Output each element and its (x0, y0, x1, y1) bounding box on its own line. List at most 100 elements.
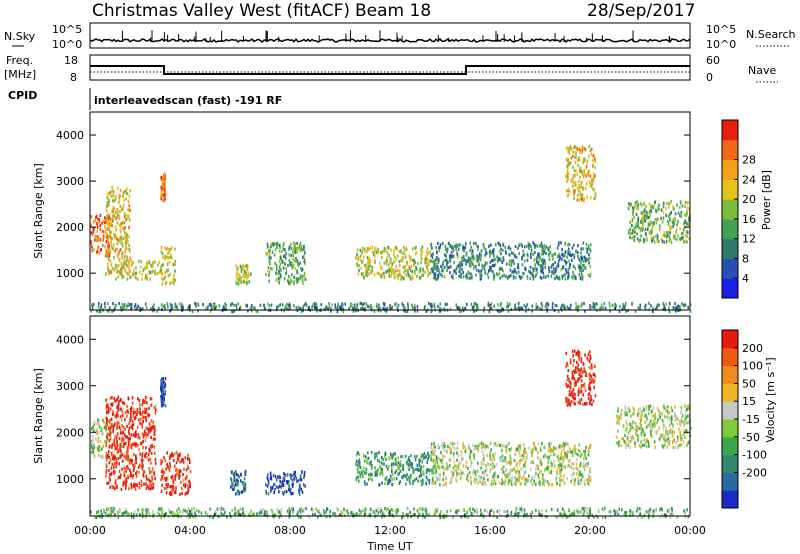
data-cell (362, 246, 364, 250)
data-cell (450, 470, 453, 474)
data-cell (121, 436, 124, 440)
data-cell (150, 428, 153, 432)
data-cell (352, 309, 355, 313)
data-cell (282, 266, 285, 270)
data-cell (424, 305, 426, 309)
data-cell (586, 356, 589, 360)
data-cell (589, 445, 591, 450)
data-cell (116, 270, 118, 274)
data-cell (233, 309, 236, 313)
data-cell (583, 172, 586, 176)
data-cell (458, 270, 460, 274)
data-cell (480, 276, 482, 280)
data-cell (580, 367, 582, 371)
data-cell (516, 448, 519, 452)
data-cell (548, 470, 551, 474)
data-cell (106, 255, 108, 259)
data-cell (141, 432, 144, 436)
data-cell (121, 424, 123, 428)
data-cell (117, 408, 120, 412)
data-cell (366, 461, 369, 465)
data-cell (150, 307, 152, 311)
data-cell (181, 491, 183, 496)
data-cell (105, 236, 108, 240)
data-cell (635, 206, 638, 210)
data-cell (685, 230, 688, 234)
data-cell (460, 469, 462, 473)
data-cell (189, 470, 192, 474)
data-cell (446, 302, 448, 306)
data-cell (432, 471, 435, 475)
data-cell (109, 396, 112, 400)
data-cell (299, 261, 301, 265)
data-cell (300, 307, 302, 311)
data-cell (248, 280, 251, 284)
data-cell (178, 454, 181, 458)
data-cell (132, 468, 135, 473)
data-cell (551, 305, 554, 309)
data-cell (406, 473, 408, 477)
data-cell (495, 272, 498, 276)
data-cell (170, 305, 173, 309)
data-cell (356, 463, 359, 467)
data-cell (150, 451, 153, 455)
data-cell (661, 435, 664, 439)
data-cell (116, 411, 118, 415)
data-cell (118, 198, 121, 202)
data-cell (519, 474, 521, 478)
data-cell (428, 251, 430, 255)
data-cell (651, 231, 653, 235)
data-cell (337, 302, 339, 306)
data-cell (572, 154, 574, 159)
data-cell (508, 448, 511, 452)
data-cell (572, 176, 574, 180)
data-cell (495, 243, 497, 247)
data-cell (523, 303, 525, 307)
data-cell (121, 256, 123, 260)
data-cell (580, 255, 582, 259)
data-cell (362, 274, 364, 278)
data-cell (505, 447, 507, 451)
data-cell (547, 448, 550, 452)
data-cell (629, 435, 632, 439)
data-cell (375, 250, 378, 254)
data-cell (554, 303, 556, 307)
data-cell (587, 479, 590, 483)
data-cell (160, 178, 163, 182)
nsky-left-tick-bottom: 10^0 (52, 38, 82, 51)
data-cell (490, 302, 493, 306)
data-cell (507, 482, 510, 486)
data-cell (124, 261, 127, 265)
data-cell (436, 265, 439, 269)
data-cell (408, 467, 410, 471)
data-cell (274, 248, 277, 252)
data-cell (122, 264, 124, 268)
data-cell (146, 401, 148, 405)
data-cell (487, 478, 489, 482)
data-cell (407, 271, 409, 275)
data-cell (571, 450, 574, 454)
data-cell (522, 249, 524, 253)
data-cell (444, 302, 447, 307)
data-cell (488, 310, 491, 314)
data-cell (117, 238, 119, 242)
data-cell (631, 224, 633, 228)
data-cell (370, 472, 372, 476)
data-cell (371, 250, 374, 254)
data-cell (241, 274, 244, 278)
data-cell (645, 235, 648, 239)
data-cell (239, 275, 241, 279)
data-cell (521, 244, 523, 248)
data-cell (475, 446, 477, 450)
data-cell (291, 478, 294, 482)
data-cell (623, 410, 626, 414)
data-cell (270, 256, 272, 260)
data-cell (431, 449, 434, 453)
data-cell (540, 302, 543, 306)
data-cell (125, 218, 127, 222)
data-cell (475, 268, 478, 272)
data-cell (494, 482, 497, 486)
freq-trace (90, 65, 690, 75)
data-cell (542, 266, 544, 270)
data-cell (640, 227, 642, 231)
